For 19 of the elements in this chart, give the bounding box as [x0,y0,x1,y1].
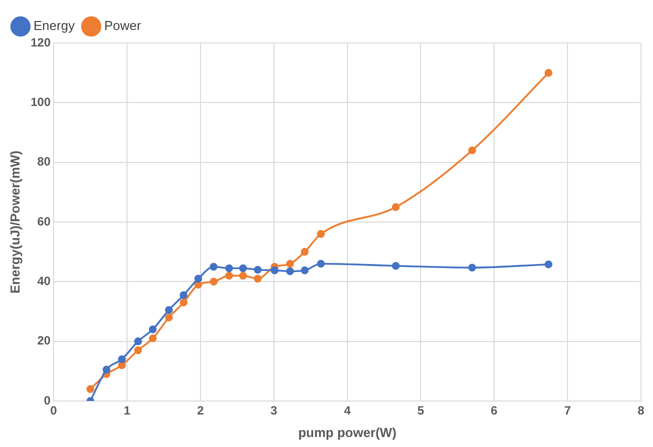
y-tick-label: 80 [37,154,51,169]
x-tick-label: 2 [197,404,204,418]
x-tick-label: 4 [344,404,351,418]
y-tick-label: 100 [30,94,51,109]
x-tick-label: 3 [270,404,278,418]
x-tick-label: 8 [638,404,645,418]
y-tick-label: 40 [37,274,51,288]
x-tick-label: 1 [124,404,131,418]
y-axis-title: Energy(uJ)/Power(mW) [7,150,22,294]
x-tick-label: 6 [490,404,498,418]
y-tick-label: 60 [37,214,51,228]
y-tick-label: 20 [37,334,51,348]
y-tick-label: 0 [44,393,51,408]
x-tick-label: 7 [564,404,572,418]
x-axis-title: pump power(W) [298,424,396,440]
y-tick-label: 120 [30,35,51,50]
x-tick-label: 5 [417,404,424,418]
legend-label: Energy [34,18,76,34]
legend-label: Power [104,18,142,34]
